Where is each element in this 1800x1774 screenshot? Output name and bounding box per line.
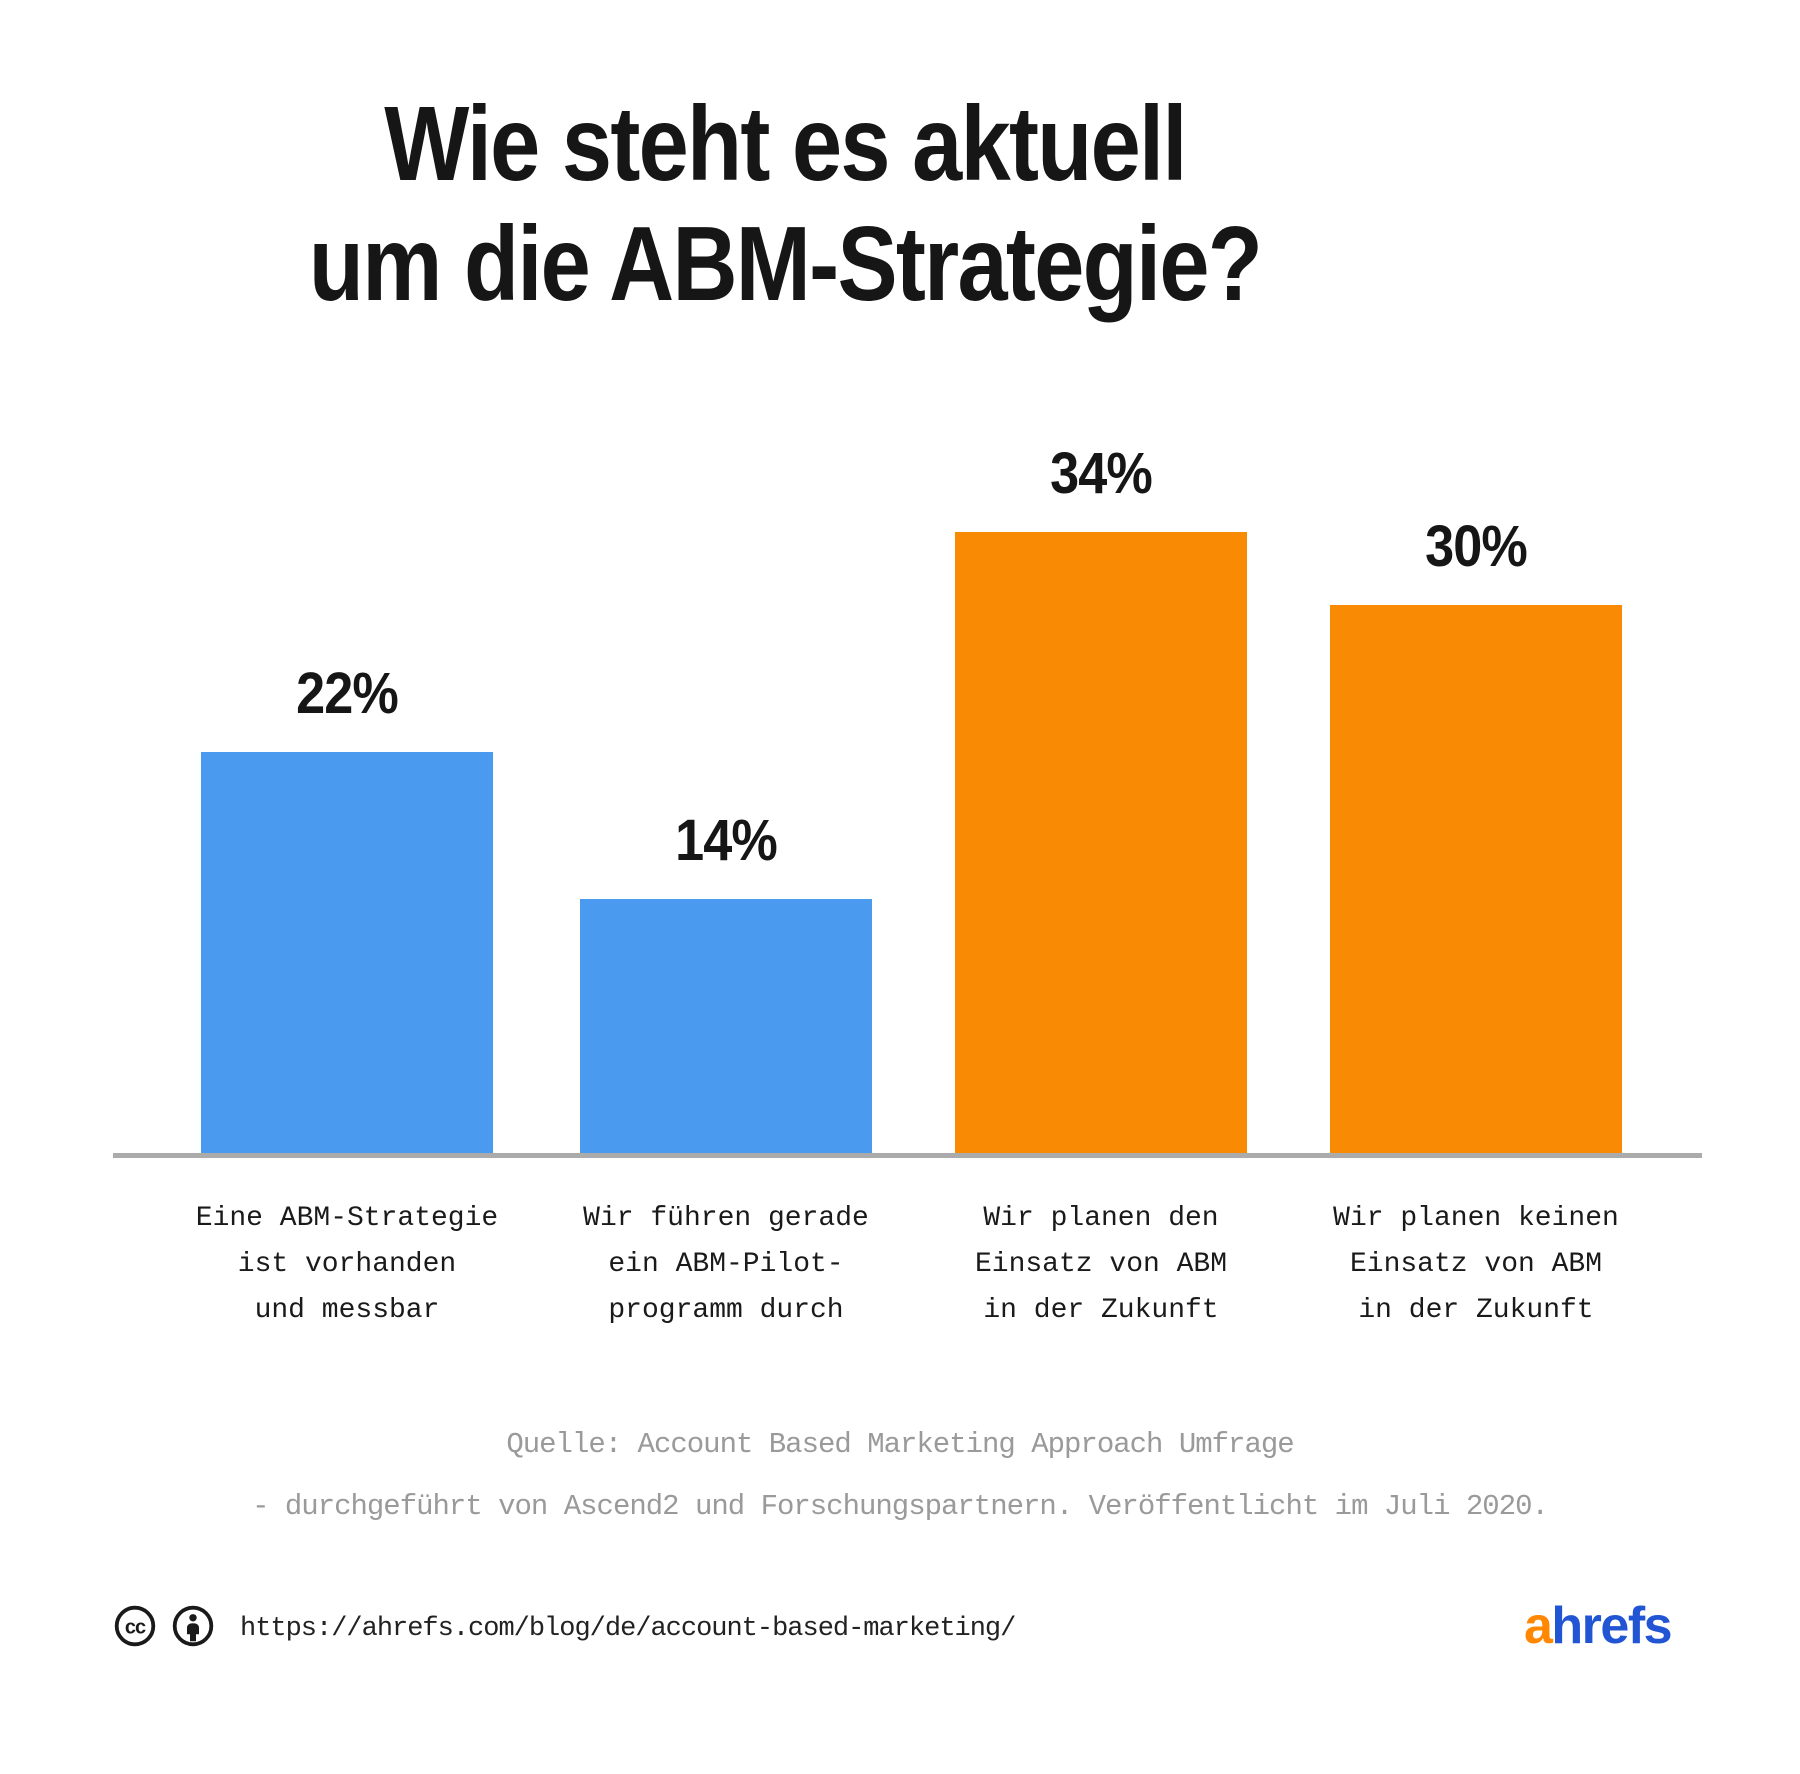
- ahrefs-logo: ahrefs: [1524, 1596, 1673, 1656]
- source-line-1: Quelle: Account Based Marketing Approach…: [506, 1428, 1294, 1461]
- source-attribution: Quelle: Account Based Marketing Approach…: [0, 1414, 1800, 1538]
- ahrefs-logo-hrefs: hrefs: [1551, 1597, 1672, 1655]
- ahrefs-logo-a: a: [1524, 1597, 1553, 1655]
- category-label-1: Eine ABM-Strategie ist vorhanden und mes…: [195, 1203, 499, 1326]
- bar-planen-keinen-einsatz: [1330, 605, 1622, 1156]
- category-label-3: Wir planen den Einsatz von ABM in der Zu…: [974, 1203, 1228, 1326]
- attribution-icon: [172, 1605, 214, 1647]
- cc-license-icons: cc: [113, 1604, 215, 1648]
- bar-planen-einsatz: [955, 532, 1247, 1156]
- x-axis-baseline: [113, 1153, 1702, 1158]
- value-label-2: 14%: [675, 808, 778, 873]
- chart-title-line-2: um die ABM-Strategie?: [308, 205, 1263, 323]
- bar-abm-strategie-vorhanden: [201, 752, 493, 1156]
- category-label-4: Wir planen keinen Einsatz von ABM in der…: [1333, 1203, 1619, 1326]
- chart-title: Wie steht es aktuell um die ABM-Strategi…: [0, 84, 1570, 324]
- source-line-2: - durchgeführt von Ascend2 und Forschung…: [252, 1490, 1549, 1523]
- cc-icon: cc: [114, 1605, 156, 1647]
- source-url: https://ahrefs.com/blog/de/account-based…: [240, 1614, 1016, 1644]
- value-label-4: 30%: [1425, 514, 1528, 579]
- bar-abm-pilotprogramm: [580, 899, 872, 1156]
- category-label-2: Wir führen gerade ein ABM-Pilot- program…: [583, 1203, 869, 1326]
- svg-text:cc: cc: [125, 1617, 146, 1639]
- value-label-1: 22%: [296, 661, 399, 726]
- value-label-3: 34%: [1050, 441, 1153, 506]
- chart-title-line-1: Wie steht es aktuell: [384, 85, 1187, 203]
